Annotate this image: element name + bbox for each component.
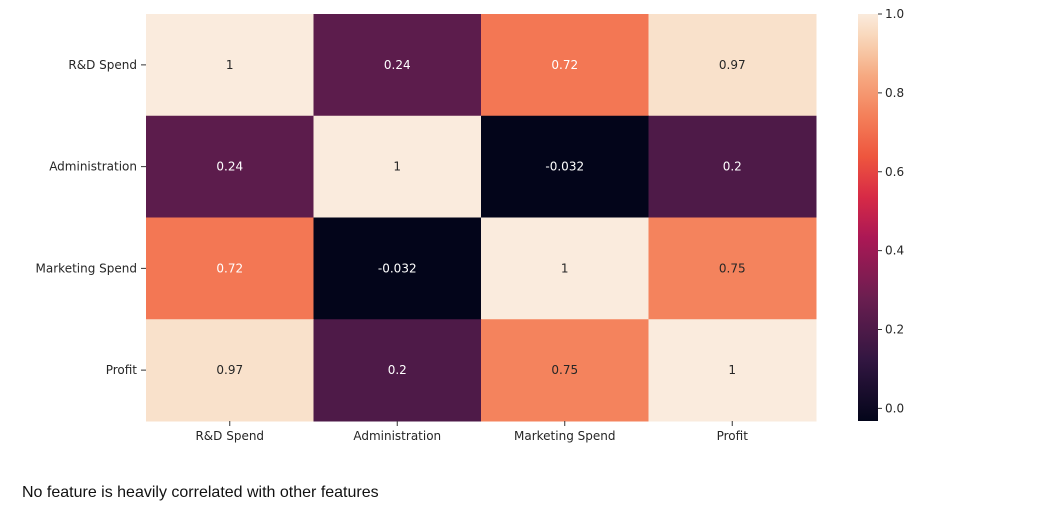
column-label-administration: Administration <box>353 429 441 443</box>
colorbar-tick-label: 0.6 <box>885 165 904 179</box>
heatmap-cell <box>481 217 649 320</box>
heatmap-cell <box>481 319 649 422</box>
cell-annotation: 0.72 <box>551 58 578 72</box>
caption-text: No feature is heavily correlated with ot… <box>22 484 379 501</box>
cell-annotation: 0.97 <box>719 58 746 72</box>
heatmap-cell <box>313 14 482 117</box>
cell-annotation: -0.032 <box>378 261 417 275</box>
cell-annotation: 0.97 <box>216 363 243 377</box>
column-labels: R&D Spend Administration Marketing Spend Pr… <box>195 421 748 443</box>
heatmap-cell <box>481 14 649 117</box>
colorbar-tick-label: 0.8 <box>885 86 904 100</box>
cell-annotation: 0.2 <box>723 160 742 174</box>
cell-annotation: 1 <box>393 160 401 174</box>
colorbar-tick-label: 0.0 <box>885 401 904 415</box>
cell-annotation: 0.72 <box>216 261 243 275</box>
colorbar-tick-label: 0.2 <box>885 323 904 337</box>
row-label-administration: Administration <box>49 160 137 174</box>
heatmap-cells: 1 0.24 0.72 0.97 0.24 1 -0.032 0.2 0.72 -0.032 1 0.… <box>146 14 817 422</box>
column-label-profit: Profit <box>717 429 749 443</box>
heatmap-cell <box>648 217 817 320</box>
heatmap-cell <box>648 14 817 117</box>
row-label-rd-spend: R&D Spend <box>68 58 137 72</box>
heatmap-cell <box>313 115 482 218</box>
cell-annotation: 1 <box>226 58 234 72</box>
row-label-marketing-spend: Marketing Spend <box>36 261 137 275</box>
heatmap-cell <box>648 319 817 422</box>
row-label-profit: Profit <box>106 363 138 377</box>
column-label-marketing-spend: Marketing Spend <box>514 429 615 443</box>
heatmap-cell <box>481 115 649 218</box>
heatmap-cell <box>146 115 314 218</box>
heatmap-cell <box>146 217 314 320</box>
heatmap-cell <box>146 319 314 422</box>
colorbar-tick-label: 1.0 <box>885 7 904 21</box>
cell-annotation: -0.032 <box>545 160 584 174</box>
cell-annotation: 0.24 <box>384 58 411 72</box>
cell-annotation: 1 <box>561 261 569 275</box>
cell-annotation: 0.75 <box>551 363 578 377</box>
cell-annotation: 0.2 <box>388 363 407 377</box>
colorbar-gradient <box>858 14 878 421</box>
heatmap-cell <box>146 14 314 117</box>
column-label-rd-spend: R&D Spend <box>195 429 264 443</box>
cell-annotation: 0.75 <box>719 261 746 275</box>
colorbar-tick-label: 0.4 <box>885 244 904 258</box>
heatmap-cell <box>648 115 817 218</box>
heatmap-cell <box>313 319 482 422</box>
cell-annotation: 0.24 <box>216 160 243 174</box>
correlation-heatmap: 1 0.24 0.72 0.97 0.24 1 -0.032 0.2 0.72 -0.032 1 0.… <box>36 7 905 443</box>
cell-annotation: 1 <box>728 363 736 377</box>
row-labels: R&D Spend Administration Marketing Spend Pr… <box>36 58 146 377</box>
colorbar: 0.0 0.2 0.4 0.6 0.8 1.0 <box>858 7 904 421</box>
heatmap-cell <box>313 217 482 320</box>
